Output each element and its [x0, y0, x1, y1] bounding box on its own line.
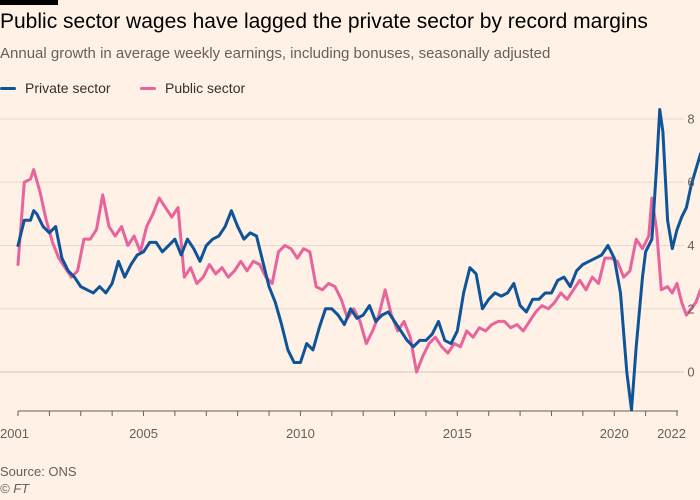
legend-swatch-private — [0, 87, 16, 90]
legend-label-public: Public sector — [165, 80, 246, 96]
source-note: Source: ONS — [0, 464, 77, 479]
y-tick-label-6: 6 — [687, 175, 694, 190]
x-axis — [17, 410, 678, 416]
legend-label-private: Private sector — [25, 80, 111, 96]
x-tick-label-2015: 2015 — [443, 426, 472, 440]
y-tick-label-4: 4 — [687, 238, 694, 253]
series-line-private-sector — [16, 107, 700, 412]
gridlines — [0, 118, 684, 373]
x-tick-label-2005: 2005 — [129, 426, 158, 440]
y-tick-label-2: 2 — [687, 301, 694, 316]
x-tick-label-2022: 2022 — [657, 426, 686, 440]
tick-labels: 0 2 4 6 8 2001 2005 2010 2015 2020 2022 — [0, 111, 695, 440]
series-lines — [16, 107, 700, 412]
series-line-public-sector — [16, 168, 700, 374]
chart-title: Public sector wages have lagged the priv… — [0, 10, 648, 33]
y-tick-label-8: 8 — [687, 111, 694, 126]
x-tick-label-2010: 2010 — [286, 426, 315, 440]
copyright-note: © FT — [0, 481, 30, 496]
chart-subtitle: Annual growth in average weekly earnings… — [0, 45, 551, 62]
legend-swatch-public — [140, 87, 156, 90]
x-tick-label-2020: 2020 — [600, 426, 629, 440]
line-chart: 0 2 4 6 8 2001 2005 2010 2015 2020 2022 — [0, 107, 700, 440]
x-tick-label-2001: 2001 — [0, 426, 29, 440]
y-tick-label-0: 0 — [687, 365, 694, 380]
ft-brand-bar — [0, 0, 58, 5]
